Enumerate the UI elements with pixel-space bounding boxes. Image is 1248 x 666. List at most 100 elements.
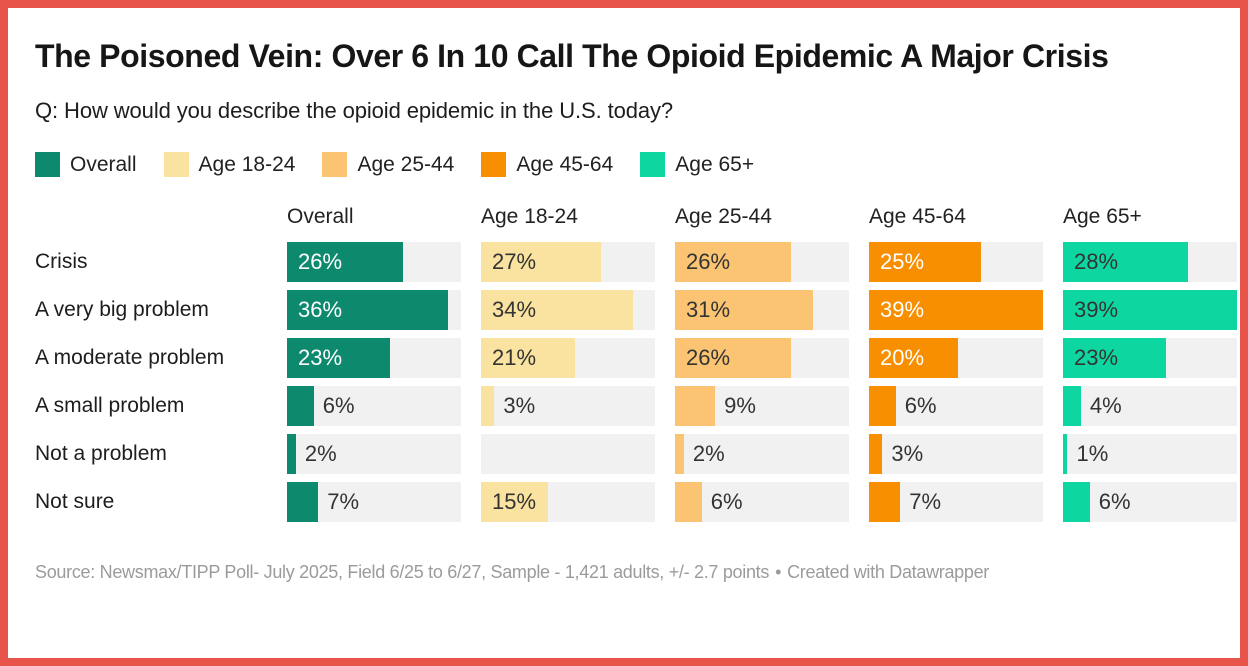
bar-fill — [869, 242, 981, 282]
bar-track: 3% — [869, 434, 1043, 474]
bar-value-label: 6% — [710, 489, 743, 514]
bar-track: 21% — [481, 338, 655, 378]
column-header: Age 18-24 — [481, 205, 578, 228]
bar-fill — [481, 338, 575, 378]
bar-track: 26% — [675, 338, 849, 378]
bar-fill — [1063, 482, 1090, 522]
bar-fill — [481, 242, 602, 282]
chart-title: The Poisoned Vein: Over 6 In 10 Call The… — [35, 38, 1109, 74]
bar-track: 1% — [1063, 434, 1237, 474]
bar-track: 3% — [481, 386, 655, 426]
bar-track: 6% — [869, 386, 1043, 426]
bar-track: 6% — [675, 482, 849, 522]
column-header: Overall — [287, 205, 354, 228]
bar-fill — [481, 290, 633, 330]
bar-track: 27% — [481, 242, 655, 282]
legend-swatch — [640, 152, 666, 177]
bar-fill — [869, 482, 901, 522]
chart-subtitle: Q: How would you describe the opioid epi… — [35, 98, 674, 123]
bar-value-label: 9% — [724, 393, 756, 418]
bar-fill — [287, 482, 319, 522]
bar-value-label: 6% — [904, 393, 937, 418]
bar-fill — [675, 242, 791, 282]
bar-track — [481, 434, 655, 474]
datawrapper-attribution-link[interactable]: Created with Datawrapper — [787, 562, 989, 582]
bar-value-label: 34% — [492, 297, 537, 322]
column-header: Age 65+ — [1063, 205, 1142, 228]
bar-value-label: 23% — [1074, 345, 1119, 370]
bar-track: 23% — [1063, 338, 1237, 378]
column-header: Age 25-44 — [675, 205, 772, 228]
legend-swatch — [163, 152, 189, 177]
bar-value-label: 26% — [686, 345, 731, 370]
bar-value-label: 7% — [327, 489, 360, 514]
bar-value-label: 15% — [492, 489, 537, 514]
bar-track: 34% — [481, 290, 655, 330]
bar-track: 4% — [1063, 386, 1237, 426]
legend-swatch — [322, 152, 348, 177]
bar-value-label: 25% — [880, 249, 925, 274]
bar-value-label: 2% — [304, 441, 337, 466]
legend-item: Age 18-24 — [163, 152, 296, 177]
footer: Source: Newsmax/TIPP Poll- July 2025, Fi… — [8, 562, 1240, 583]
legend-label: Age 18-24 — [198, 152, 296, 176]
bar-fill — [287, 242, 403, 282]
row-label: A very big problem — [35, 298, 209, 321]
bar-fill — [287, 386, 314, 426]
bar-fill — [869, 386, 896, 426]
bar-track: 39% — [869, 290, 1043, 330]
bar-fill — [675, 386, 716, 426]
bar-value-label: 20% — [880, 345, 925, 370]
row-label: Not sure — [35, 490, 115, 513]
bar-fill — [1063, 434, 1068, 474]
legend-label: Age 25-44 — [357, 152, 455, 176]
bar-track: 9% — [675, 386, 849, 426]
bar-track: 6% — [287, 386, 461, 426]
bar-fill — [481, 482, 548, 522]
bar-track: 26% — [287, 242, 461, 282]
legend-item: Age 65+ — [640, 152, 754, 177]
row-label: A moderate problem — [35, 346, 225, 369]
bar-fill — [1063, 338, 1166, 378]
bar-track: 28% — [1063, 242, 1237, 282]
bar-value-label: 2% — [692, 441, 725, 466]
bar-value-label: 39% — [880, 297, 925, 322]
bar-fill — [287, 290, 448, 330]
legend-swatch — [481, 152, 507, 177]
bar-value-label: 6% — [1098, 489, 1131, 514]
bar-value-label: 21% — [492, 345, 537, 370]
legend-item: Age 25-44 — [322, 152, 454, 177]
bar-fill — [869, 434, 883, 474]
bar-track: 2% — [287, 434, 461, 474]
source-note: Source: Newsmax/TIPP Poll- July 2025, Fi… — [35, 562, 770, 582]
bar-fill — [675, 434, 684, 474]
legend-swatch — [35, 152, 60, 177]
legend-item: Overall — [35, 152, 137, 177]
bar-fill — [675, 482, 702, 522]
bar-track: 25% — [869, 242, 1043, 282]
chart-content: The Poisoned Vein: Over 6 In 10 Call The… — [8, 8, 1240, 522]
bar-value-label: 27% — [492, 249, 537, 274]
footer-separator: • — [775, 562, 782, 582]
legend-label: Age 65+ — [675, 152, 755, 176]
bar-track: 26% — [675, 242, 849, 282]
bar-value-label: 39% — [1074, 297, 1119, 322]
bar-track: 6% — [1063, 482, 1237, 522]
row-label: Not a problem — [35, 442, 167, 465]
bar-fill — [869, 338, 959, 378]
bar-track: 36% — [287, 290, 461, 330]
bar-value-label: 1% — [1076, 441, 1109, 466]
bar-value-label: 6% — [322, 393, 355, 418]
column-header: Age 45-64 — [869, 205, 966, 228]
bar-fill — [1063, 386, 1081, 426]
bar-track: 23% — [287, 338, 461, 378]
bar-fill — [675, 338, 791, 378]
bar-value-label: 36% — [298, 297, 343, 322]
bar-value-label: 26% — [686, 249, 731, 274]
row-label: Crisis — [35, 250, 88, 273]
bar-value-label: 7% — [909, 489, 942, 514]
bar-track: 31% — [675, 290, 849, 330]
bar-value-label: 28% — [1074, 249, 1119, 274]
chart: Overall Age 18-24 Age 25-44 Age 45-64 Age 65… — [35, 205, 1237, 522]
